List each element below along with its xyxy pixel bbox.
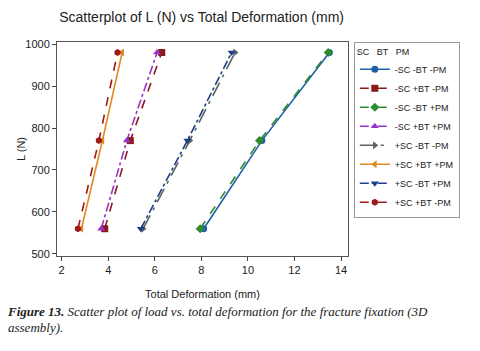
svg-text:Scatterplot of L (N) vs Total: Scatterplot of L (N) vs Total Deformatio… <box>59 9 344 25</box>
svg-text:500: 500 <box>31 248 49 260</box>
svg-text:SC BT PM: SC BT PM <box>357 47 409 57</box>
svg-text:2: 2 <box>59 264 65 276</box>
svg-text:8: 8 <box>198 264 204 276</box>
svg-text:Total Deformation (mm): Total Deformation (mm) <box>145 288 260 300</box>
svg-text:800: 800 <box>31 122 49 134</box>
svg-text:-SC +BT -PM: -SC +BT -PM <box>395 84 449 94</box>
svg-text:-SC -BT +PM: -SC -BT +PM <box>395 103 449 113</box>
svg-text:-SC -BT -PM: -SC -BT -PM <box>395 65 446 75</box>
svg-text:700: 700 <box>31 164 49 176</box>
svg-text:+SC -BT +PM: +SC -BT +PM <box>395 179 451 189</box>
svg-text:+SC +BT -PM: +SC +BT -PM <box>395 198 451 208</box>
svg-text:14: 14 <box>335 264 347 276</box>
svg-text:4: 4 <box>105 264 111 276</box>
svg-text:+SC -BT -PM: +SC -BT -PM <box>395 141 449 151</box>
svg-text:600: 600 <box>31 206 49 218</box>
svg-text:-SC +BT +PM: -SC +BT +PM <box>395 122 451 132</box>
svg-text:L (N): L (N) <box>15 137 27 161</box>
svg-text:+SC +BT +PM: +SC +BT +PM <box>395 160 453 170</box>
svg-text:6: 6 <box>152 264 158 276</box>
svg-text:1000: 1000 <box>25 38 49 50</box>
html-text:Figure 13. Scatter plot of loa: Figure 13. Scatter plot of load vs. tota… <box>8 304 428 335</box>
svg-text:900: 900 <box>31 80 49 92</box>
svg-text:12: 12 <box>288 264 300 276</box>
svg-text:10: 10 <box>242 264 254 276</box>
